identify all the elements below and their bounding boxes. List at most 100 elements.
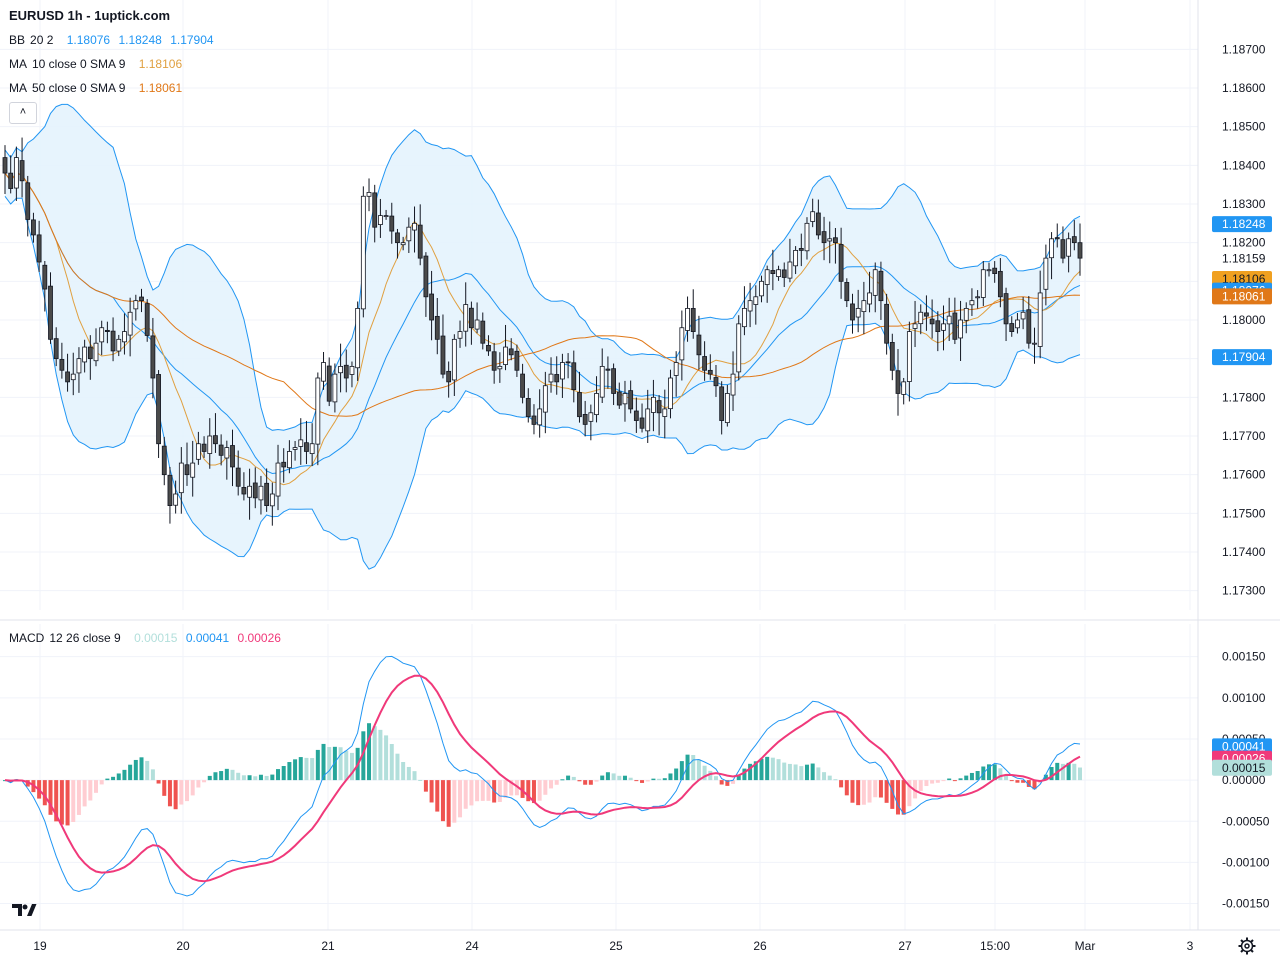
candle-down [87,346,93,360]
candle-up [980,269,986,298]
candle-up [685,307,690,331]
candle-down [469,307,474,329]
candle-up [975,296,981,299]
candle-up [759,280,764,297]
candle-up [178,462,184,494]
macd-histogram-bar [344,750,349,781]
candle-down [491,351,497,371]
candle-up [332,373,338,403]
tradingview-logo-icon[interactable] [10,900,38,920]
macd-tick-label: 0.00100 [1222,691,1266,705]
candle-up [855,307,861,318]
chart-title: EURUSD 1h - 1uptick.com [9,8,171,23]
legend-bb-name: BB [9,33,26,47]
macd-histogram-bar [497,780,502,802]
legend-ma10[interactable]: MA 10 close 0 SMA 9 1.18106 [9,57,187,71]
macd-histogram-bar [406,766,411,781]
candle-down [53,338,59,360]
price-tick-label: 1.18000 [1222,313,1266,327]
macd-histogram-bar [185,780,190,802]
macd-histogram-bar [657,778,662,781]
candle-down [42,264,48,290]
legend-macd[interactable]: MACD 12 26 close 9 0.00015 0.00041 0.0002… [9,631,286,645]
candle-up [861,300,867,313]
candle-up [298,439,304,447]
gear-icon[interactable] [1238,937,1256,955]
candle-up [793,249,799,267]
price-label-text: 1.18061 [1222,289,1266,303]
macd-histogram-bar [543,780,548,795]
signal-line [4,674,1081,883]
candle-down [992,267,998,275]
candle-down [36,234,42,263]
macd-histogram-bar [94,780,99,793]
candle-down [1009,323,1015,333]
macd-histogram-bar [679,761,684,781]
macd-histogram-bar [583,780,588,785]
candle-down [935,320,941,332]
macd-histogram-bar [918,780,923,791]
candle-up [451,338,457,381]
macd-histogram-bar [190,780,195,796]
legend-ma50[interactable]: MA 50 close 0 SMA 9 1.18061 [9,81,187,95]
candle-up [651,396,656,413]
legend-macd-params: 12 26 close 9 [49,631,121,645]
macd-histogram-bar [42,780,47,806]
candle-down [1060,239,1066,259]
candle-down [833,237,838,244]
candle-up [338,365,343,374]
candle-up [548,373,554,383]
candle-down [628,390,634,410]
macd-histogram [3,723,1082,827]
candle-up [412,222,417,231]
macd-histogram-bar [941,780,946,782]
time-tick-label: Mar [1075,939,1096,953]
candle-up [622,393,628,405]
candle-up [497,365,503,370]
legend-bb-basis: 1.18076 [66,33,111,47]
candle-down [633,410,639,421]
macd-histogram-bar [844,780,849,796]
price-tick-label: 1.17700 [1222,429,1266,443]
macd-histogram-bar [759,758,764,781]
legend-ma10-name: MA [9,57,27,71]
macd-histogram-bar [480,780,485,801]
macd-histogram-bar [890,780,895,809]
bollinger-band-lines [4,103,1081,570]
macd-histogram-bar [452,780,457,823]
candle-down [844,282,850,302]
candle-down [713,377,719,387]
macd-histogram-bar [281,766,286,781]
legend-bb[interactable]: BB 20 2 1.18076 1.18248 1.17904 [9,33,219,47]
candle-up [753,296,759,305]
macd-histogram-bar [833,779,838,781]
candle-down [929,318,935,325]
macd-histogram-bar [412,771,417,781]
price-tick-label: 1.18400 [1222,158,1266,172]
candle-up [918,311,924,325]
time-tick-label: 25 [609,939,623,953]
macd-histogram-bar [162,780,167,796]
legend-bb-lower: 1.17904 [170,33,214,47]
macd-histogram-bar [122,769,127,781]
price-label-box [1212,288,1272,305]
candle-up [946,315,952,325]
macd-histogram-bar [367,723,372,781]
candle-down [389,215,395,232]
price-tick-label: 1.18700 [1222,42,1266,56]
macd-histogram-bar [304,757,309,781]
candle-up [724,393,730,424]
candle-down [184,464,190,476]
macd-lines [4,655,1081,897]
macd-histogram-bar [947,778,952,781]
candle-up [736,323,742,373]
macd-histogram-bar [133,759,138,781]
candle-up [804,222,810,252]
macd-histogram-bar [1078,767,1082,781]
candle-up [787,261,793,279]
macd-histogram-bar [287,762,292,781]
legend-bb-params: 20 2 [30,33,54,47]
macd-histogram-bar [930,780,935,784]
collapse-legend-button[interactable]: ˄ [9,102,37,124]
